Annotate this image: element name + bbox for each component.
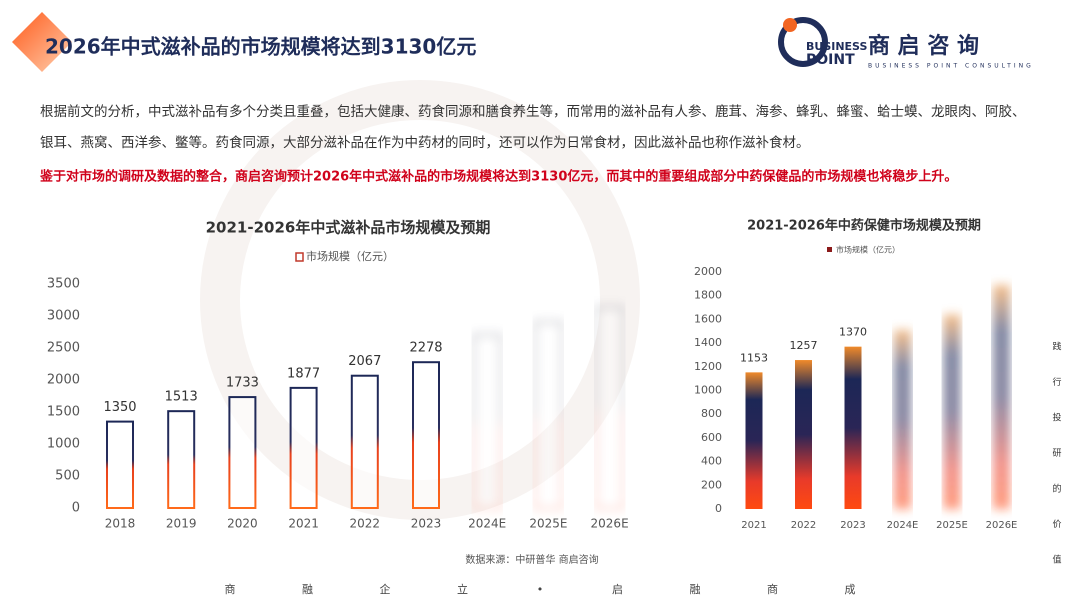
y-tick-label: 1400 [694,336,722,349]
bar [350,374,379,509]
legend-label: 市场规模（亿元） [306,249,394,263]
value-label: 1257 [790,339,818,352]
bar [289,386,318,510]
x-tick-label: 2018 [105,517,136,531]
x-tick-label: 2020 [227,517,258,531]
side-char: 践 [1052,341,1061,353]
bar [228,396,257,510]
y-tick-label: 2500 [47,341,80,356]
footer-char: • [537,583,544,596]
footer-char: 商 [225,582,236,596]
y-tick-label: 0 [715,502,722,515]
y-tick-label: 600 [701,431,722,444]
paragraph: 银耳、燕窝、西洋参、鳖等。药食同源，大部分滋补品在作为中药材的同时，还可以作为日… [40,134,810,151]
bar [943,314,961,509]
bar [844,346,862,509]
y-tick-label: 1500 [47,405,80,420]
legend-swatch [827,247,832,252]
x-tick-label: 2025E [936,520,968,531]
y-tick-label: 200 [701,478,722,491]
y-tick-label: 2000 [47,373,80,388]
x-tick-label: 2022 [350,517,381,531]
y-tick-label: 1000 [47,437,80,452]
value-label: 1733 [226,376,259,391]
y-tick-label: 800 [701,407,722,420]
value-label: 2067 [348,354,381,369]
y-tick-label: 500 [55,469,80,484]
x-tick-label: 2026E [986,520,1018,531]
highlight: 鉴于对市场的调研及数据的整合，商启咨询预计2026年中式滋补品的市场规模将达到3… [39,169,957,185]
value-label: 2278 [409,341,442,356]
bar [106,420,134,510]
side-char: 行 [1052,376,1061,388]
side-char: 研 [1052,448,1061,459]
slide-title: 2026年中式滋补品的市场规模将达到3130亿元 [45,35,476,59]
logo-sub: BUSINESS POINT CONSULTING [868,63,1034,70]
paragraph: 根据前文的分析，中式滋补品有多个分类且重叠，包括大健康、药食同源和膳食养生等，而… [40,103,1026,120]
logo-dot [783,18,797,32]
y-tick-label: 1000 [694,384,722,397]
x-tick-label: 2021 [741,520,766,531]
chart-title: 2021-2026年中式滋补品市场规模及预期 [206,219,491,237]
value-label: 1877 [287,366,320,381]
source: 数据来源：中研普华 商启咨询 [465,553,598,566]
footer-char: 商 [767,582,778,596]
value-label: 1513 [165,390,198,405]
footer-char: 企 [380,582,391,596]
header-diamond [12,12,72,72]
logo-en-2: POINT [806,52,855,68]
legend-swatch [295,252,304,262]
bar [894,330,911,509]
x-tick-label: 2019 [166,517,197,531]
y-tick-label: 0 [72,501,80,516]
bar [795,360,812,509]
value-label: 1153 [740,351,768,364]
side-char: 的 [1052,483,1061,495]
y-tick-label: 1600 [694,312,722,325]
y-tick-label: 2000 [694,265,722,278]
value-label: 1350 [103,400,136,415]
footer-char: 成 [845,583,856,596]
x-tick-label: 2026E [591,517,629,531]
x-tick-label: 2023 [840,520,865,531]
logo-en-1: BUSINESS [806,40,867,53]
value-label: 1370 [839,326,867,339]
chart-title: 2021-2026年中药保健市场规模及预期 [747,218,981,234]
logo-cn: 商 启 咨 询 [868,33,979,59]
y-tick-label: 1200 [694,360,722,373]
x-tick-label: 2024E [468,517,506,531]
bar [473,334,502,510]
legend-label: 市场规模（亿元） [836,245,900,255]
footer-char: 融 [690,583,701,596]
y-tick-label: 400 [701,455,722,468]
logo-ring [778,17,828,67]
footer-char: 融 [302,583,313,596]
x-tick-label: 2024E [887,520,919,531]
bar [167,410,196,509]
bar [993,285,1010,509]
bar [745,372,763,509]
footer-char: 立 [457,582,468,596]
x-tick-label: 2021 [288,517,319,531]
y-tick-label: 3000 [47,309,80,324]
x-tick-label: 2023 [411,517,442,531]
side-char: 投 [1052,412,1061,424]
footer-char: 启 [612,583,623,596]
side-char: 价 [1052,519,1061,530]
side-char: 值 [1052,554,1061,566]
x-tick-label: 2022 [791,520,816,531]
bar [534,321,563,509]
bar [595,306,624,509]
bar [412,361,440,510]
x-tick-label: 2025E [529,517,567,531]
y-tick-label: 1800 [694,289,722,302]
y-tick-label: 3500 [47,277,80,292]
